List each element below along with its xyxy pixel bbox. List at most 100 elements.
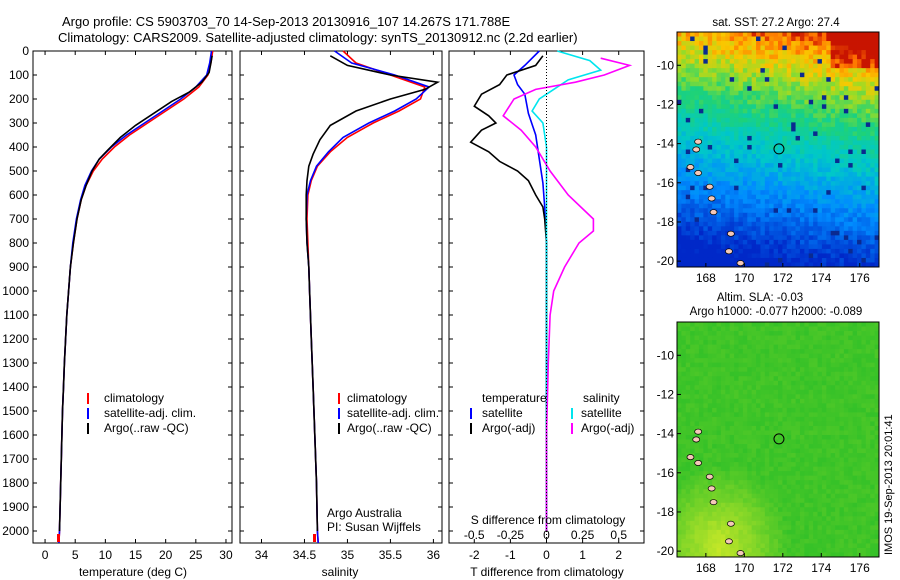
sla-map-cell: [707, 389, 713, 395]
sla-map-cell: [707, 453, 713, 458]
sla-map-cell: [813, 331, 818, 336]
sla-map-cell: [716, 466, 722, 472]
sst-map-cell: [852, 99, 858, 105]
sla-map-cell: [835, 489, 840, 495]
sla-map-cell: [747, 430, 753, 436]
sla-map-cell: [747, 380, 753, 386]
sla-map-cell: [826, 344, 832, 350]
sla-map-cell: [795, 416, 801, 422]
sla-map-cell: [677, 331, 682, 336]
sst-map-cell: [874, 226, 880, 232]
sst-map-cell: [773, 63, 779, 69]
sla-map-cell: [729, 425, 735, 431]
sla-map-cell: [795, 502, 801, 508]
sst-map-cell: [738, 253, 744, 259]
sst-map-cell: [703, 239, 709, 245]
sla-map-cell: [716, 398, 722, 404]
sst-map-cell: [799, 154, 805, 159]
sst-map-cell: [738, 167, 744, 173]
sla-map-cell: [694, 444, 700, 449]
sst-map-cell: [742, 253, 748, 259]
sst-map-cell: [769, 253, 775, 259]
sst-map-cell: [681, 117, 687, 123]
sst-map-cell: [813, 226, 818, 232]
sst-map-cell: [707, 86, 713, 92]
sla-map-cell: [703, 367, 709, 373]
sst-map-cell: [729, 59, 735, 65]
sla-map-cell: [720, 525, 726, 531]
sst-map-cell: [843, 158, 849, 164]
sst-map-cell: [720, 131, 726, 137]
sst-map-cell: [826, 262, 832, 268]
sla-map-cell: [769, 453, 775, 458]
sla-map-cell: [782, 453, 788, 458]
sla-map-cell: [738, 385, 744, 391]
sst-map-cell: [738, 208, 744, 214]
sst-map-cell: [742, 239, 748, 245]
sst-map-cell: [694, 113, 700, 119]
sla-map-cell: [725, 322, 731, 327]
sla-map-cell: [813, 493, 818, 499]
sla-map-cell: [778, 471, 783, 477]
sst-map-cell: [694, 126, 700, 132]
sla-map-cell: [778, 498, 783, 504]
sst-map-cell: [857, 144, 862, 150]
sst-map-cell: [870, 181, 876, 187]
sla-map-cell: [861, 376, 867, 382]
sst-map-cell: [677, 36, 682, 42]
sla-map-cell: [742, 394, 748, 400]
sla-map-cell: [681, 475, 687, 481]
sst-map-cell: [786, 163, 792, 168]
sla-map-cell: [703, 471, 709, 477]
sst-map-cell: [848, 235, 854, 241]
sla-map-cell: [681, 340, 687, 345]
sst-map-cell: [703, 149, 709, 155]
sla-map-cell: [808, 430, 814, 436]
sst-map-cell: [747, 176, 753, 182]
sst-map-cell: [821, 262, 827, 268]
sla-map-cell: [857, 371, 862, 377]
sla-map-cell: [720, 416, 726, 422]
sla-map-cell: [874, 349, 880, 355]
sla-map-cell: [734, 430, 739, 436]
sst-map-cell: [826, 248, 832, 254]
sst-map-cell: [870, 32, 876, 37]
sla-map-cell: [734, 331, 739, 336]
sst-map-cell: [734, 176, 739, 182]
sla-map-cell: [835, 358, 840, 364]
sst-map-cell: [852, 41, 858, 46]
sst-map-cell: [778, 135, 783, 141]
sla-map-cell: [716, 335, 722, 341]
sst-map-cell: [870, 185, 876, 191]
sla-map-cell: [817, 538, 823, 544]
sla-map-cell: [791, 444, 796, 449]
sla-map-cell: [764, 462, 770, 468]
sst-map-cell: [707, 212, 713, 218]
sst-map-cell: [738, 140, 744, 146]
sla-map-cell: [773, 507, 779, 513]
sst-map-cell: [826, 154, 832, 159]
sla-map-cell: [685, 358, 691, 364]
sla-map-cell: [685, 421, 691, 427]
sla-map-cell: [778, 448, 783, 454]
sst-map-cell: [826, 235, 832, 241]
sla-map-cell: [874, 421, 880, 427]
sla-map-cell: [804, 511, 810, 517]
sla-map-cell: [795, 538, 801, 544]
sst-map-cell: [791, 239, 796, 245]
sst-map-cell: [681, 50, 687, 55]
sla-map-cell: [690, 529, 695, 535]
sla-map-cell: [874, 434, 880, 440]
sst-map-cell: [874, 86, 880, 92]
sst-map-cell: [707, 235, 713, 241]
sla-map-cell: [716, 484, 722, 490]
sst-map-cell: [677, 68, 682, 74]
sla-map-cell: [874, 543, 880, 549]
sla-map-cell: [756, 484, 761, 490]
sst-map-cell: [725, 221, 731, 227]
sst-map-cell: [773, 108, 779, 114]
sla-map-cell: [874, 493, 880, 499]
sst-map-cell: [791, 226, 796, 232]
sla-map-cell: [773, 394, 779, 400]
sla-map-cell: [778, 502, 783, 508]
